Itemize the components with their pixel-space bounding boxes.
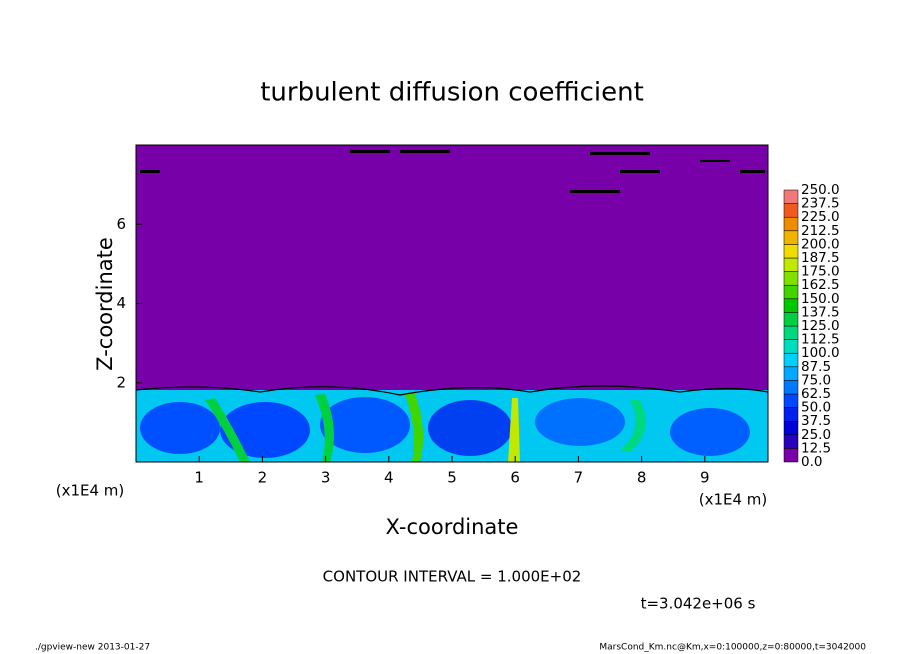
- colorbar-label: 62.5: [801, 386, 831, 402]
- colorbar-label: 225.0: [801, 209, 840, 225]
- colorbar-label: 200.0: [801, 236, 840, 252]
- colorbar-swatch: [783, 448, 799, 463]
- field: [135, 144, 769, 463]
- colorbar-label: 125.0: [801, 318, 840, 334]
- eddy: [428, 400, 512, 456]
- colorbar-swatch: [783, 393, 799, 408]
- colorbar-label: 75.0: [801, 372, 831, 388]
- colorbar-swatch: [783, 366, 799, 381]
- x-unit: (x1E4 m): [699, 491, 768, 509]
- x-unit: (x1E4 m): [56, 482, 125, 500]
- upper-speckles: [140, 150, 765, 193]
- colorbar-label: 150.0: [801, 291, 840, 307]
- colorbar-label: 187.5: [801, 250, 840, 266]
- eddy: [220, 402, 310, 458]
- colorbar-swatch: [783, 434, 799, 449]
- y-tick-label: 6: [116, 215, 126, 233]
- colorbar-label: 250.0: [801, 182, 840, 198]
- x-axis-label: X-coordinate: [386, 515, 519, 539]
- plume: [205, 398, 250, 462]
- colorbar-swatch: [783, 325, 799, 340]
- x-tick-label: 7: [574, 469, 584, 487]
- colorbar-label: 50.0: [801, 400, 831, 416]
- colorbar-label: 37.5: [801, 413, 831, 429]
- time-label: t=3.042e+06 s: [641, 595, 756, 613]
- colorbar-swatch: [783, 380, 799, 395]
- colorbar-swatch: [783, 420, 799, 436]
- colorbar-label: 25.0: [801, 427, 831, 443]
- x-tick-label: 1: [194, 469, 204, 487]
- x-tick-label: 2: [258, 469, 268, 487]
- colorbar-swatch: [783, 203, 799, 218]
- eddy: [140, 402, 220, 454]
- colorbar-label: 112.5: [801, 332, 840, 348]
- footer-right: MarsCond_Km.nc@Km,x=0:100000,z=0:80000,t…: [599, 643, 866, 653]
- x-tick-label: 4: [384, 469, 394, 487]
- eddy: [320, 397, 410, 453]
- plume: [315, 394, 334, 462]
- x-tick-label: 3: [321, 469, 331, 487]
- y-tick-label: 4: [116, 294, 126, 312]
- colorbar-label: 212.5: [801, 223, 840, 239]
- colorbar-swatch: [783, 271, 799, 286]
- plume: [620, 400, 646, 452]
- colorbar-swatch: [783, 312, 799, 327]
- y-tick-label: 2: [116, 373, 126, 391]
- colorbar-label: 175.0: [801, 264, 840, 280]
- colorbar-swatch: [783, 298, 799, 313]
- colorbar-swatch: [783, 257, 799, 272]
- x-tick-label: 5: [447, 469, 457, 487]
- colorbar-swatch: [783, 352, 799, 368]
- y-axis-label: Z-coordinate: [93, 237, 117, 371]
- x-tick-label: 8: [637, 469, 647, 487]
- eddy: [670, 408, 750, 456]
- contour-note: CONTOUR INTERVAL = 1.000E+02: [323, 568, 582, 586]
- colorbar-swatch: [783, 407, 799, 422]
- colorbar-label: 100.0: [801, 345, 840, 361]
- colorbar-label: 12.5: [801, 440, 831, 456]
- x-tick-label: 9: [700, 469, 710, 487]
- colorbar-label: 162.5: [801, 277, 840, 293]
- colorbar-swatch: [783, 284, 799, 300]
- plume: [405, 394, 424, 462]
- eddy: [535, 398, 625, 446]
- colorbar-swatch: [783, 189, 799, 204]
- colorbar-swatch: [783, 230, 799, 245]
- colorbar-label: 87.5: [801, 359, 831, 375]
- chart-title: turbulent diffusion coefficient: [260, 78, 644, 108]
- colorbar-swatch: [783, 244, 799, 259]
- x-tick-label: 6: [510, 469, 520, 487]
- colorbar-swatch: [783, 216, 799, 232]
- plume: [508, 398, 520, 462]
- contour-line: [135, 385, 769, 396]
- footer-left: ./gpview-new 2013-01-27: [35, 643, 150, 653]
- colorbar-label: 137.5: [801, 304, 840, 320]
- colorbar-label: 237.5: [801, 196, 840, 212]
- colorbar-swatch: [783, 339, 799, 354]
- colorbar-label: 0.0: [801, 454, 822, 470]
